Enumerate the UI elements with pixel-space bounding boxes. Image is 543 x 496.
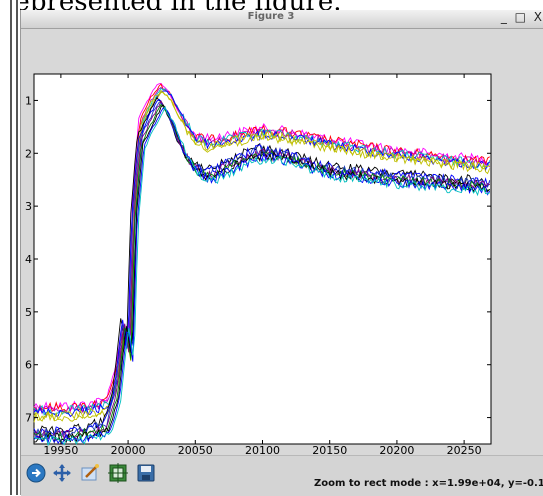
- y-tick-label: 3: [25, 200, 32, 213]
- series-line-11: [33, 103, 490, 442]
- y-tick-label: 1: [25, 94, 32, 107]
- window-title: Figure 3: [247, 11, 295, 22]
- series-line-9: [33, 101, 491, 439]
- x-tick-label: 20250: [447, 444, 482, 455]
- window-titlebar[interactable]: Figure 3 _ □ X: [21, 10, 543, 29]
- y-tick-label: 6: [25, 359, 32, 372]
- plot-figure[interactable]: 19950 20000 20050 20100 20150 20200 20250 1 2 3 4 5…: [21, 29, 543, 455]
- x-tick-label: 20100: [245, 444, 280, 455]
- y-tick-label: 2: [25, 147, 32, 160]
- home-icon: [26, 463, 46, 483]
- pan-button[interactable]: [51, 462, 73, 484]
- zoom-button[interactable]: [79, 462, 101, 484]
- x-tick-label: 20050: [178, 444, 213, 455]
- figure-window: Figure 3 _ □ X 19950 20000 20050 20100 20150…: [20, 10, 543, 496]
- border-line: [10, 0, 12, 495]
- zoom-rect-icon: [81, 464, 99, 481]
- home-button[interactable]: [25, 462, 47, 484]
- x-tick-label: 20150: [312, 444, 347, 455]
- x-tick-label: 20200: [379, 444, 414, 455]
- border-line: [16, 0, 18, 495]
- y-tick-label: 4: [25, 253, 32, 266]
- axis-ticks: 19950 20000 20050 20100 20150 20200 20250 1 2 3 4 5…: [25, 74, 491, 455]
- y-tick-label: 7: [25, 412, 32, 425]
- pan-arrows-icon: [53, 464, 71, 482]
- series-lines: [33, 82, 491, 447]
- navigation-toolbar: Zoom to rect mode : x=1.99e+04, y=-0.199: [21, 455, 543, 496]
- subplots-button[interactable]: [107, 462, 129, 484]
- window-left-edge: [0, 0, 20, 495]
- axes-area[interactable]: [33, 73, 492, 445]
- series-line-13: [33, 107, 491, 445]
- save-button[interactable]: [135, 462, 157, 484]
- series-line-0: [33, 82, 491, 412]
- x-tick-label: 20000: [111, 444, 146, 455]
- series-line-14: [33, 105, 490, 447]
- y-tick-label: 5: [25, 306, 32, 319]
- series-line-12: [33, 104, 491, 444]
- status-readout: Zoom to rect mode : x=1.99e+04, y=-0.199: [314, 478, 543, 489]
- subplots-config-icon: [108, 463, 128, 483]
- window-controls[interactable]: _ □ X: [500, 10, 543, 24]
- figure-canvas[interactable]: 19950 20000 20050 20100 20150 20200 20250 1 2 3 4 5…: [21, 29, 543, 455]
- floppy-save-icon: [137, 464, 155, 482]
- x-tick-label: 19950: [43, 444, 78, 455]
